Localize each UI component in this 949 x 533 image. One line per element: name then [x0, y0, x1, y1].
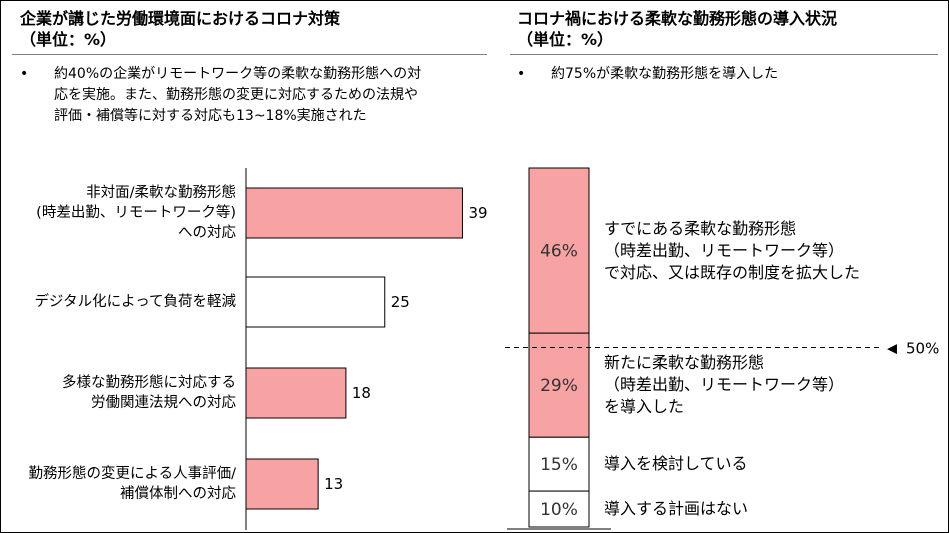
right-title-unit: （単位：%） [517, 30, 614, 49]
left-bar-3 [245, 367, 347, 419]
left-bullet-mark: • [20, 66, 29, 82]
right-title: コロナ禍における柔軟な勤務形態の導入状況 （単位：%） [517, 8, 837, 50]
right-bullet-text: 約75%が柔軟な勤務形態を導入した [551, 66, 779, 82]
left-title-unit: （単位：%） [20, 30, 117, 49]
left-bullet-text: 約40%の企業がリモートワーク等の柔軟な勤務形態への対 応を実施。また、勤務形態… [54, 64, 421, 127]
left-bar-value-3: 18 [352, 384, 371, 402]
left-title-rule [12, 54, 487, 55]
right-segment-description-3: 導入を検討している [604, 453, 748, 475]
left-category-label-4: 勤務形態の変更による人事評価/補償体制への対応 [29, 464, 236, 504]
right-segment-description-4-line-1: 導入する計画はない [604, 499, 749, 519]
right-segment-3 [528, 436, 590, 492]
right-segment-label-4: 10% [540, 500, 578, 520]
left-title: 企業が講じた労働環境面におけるコロナ対策 （単位：%） [20, 8, 340, 50]
right-segment-1 [528, 167, 590, 334]
right-segment-4 [528, 490, 590, 528]
left-category-label-4-line-1: 勤務形態の変更による人事評価/ [28, 466, 236, 482]
left-bar-4 [245, 458, 319, 510]
right-reference-arrow: ◀ [887, 342, 897, 357]
right-bullet: • 約75%が柔軟な勤務形態を導入した [517, 64, 937, 88]
left-bullet-line-1: 約40%の企業がリモートワーク等の柔軟な勤務形態への対 [54, 66, 422, 82]
right-segment-description-2-line-1: 新たに柔軟な勤務形態 [604, 353, 765, 373]
left-category-label-1: 非対面/柔軟な勤務形態 (時差出勤、リモートワーク等) への対応 [36, 183, 236, 243]
left-category-label-3-line-1: 多様な勤務形態に対応する [62, 375, 236, 391]
right-segment-description-1: すでにある柔軟な勤務形態 （時差出勤、リモートワーク等） で対応、又は既存の制度を拡… [604, 218, 860, 284]
left-category-label-1-line-3: への対応 [178, 225, 236, 241]
right-segment-2 [528, 332, 590, 438]
left-category-label-3: 多様な勤務形態に対応する労働関連法規への対応 [62, 373, 236, 413]
left-category-label-2: デジタル化によって負荷を軽減 [34, 292, 236, 312]
right-bullet-mark: • [517, 66, 526, 82]
left-bar-value-1: 39 [468, 204, 487, 222]
right-segment-description-1-line-2: （時差出勤、リモートワーク等） [604, 240, 845, 260]
right-segment-description-4: 導入する計画はない [604, 498, 748, 520]
left-bullet: • 約40%の企業がリモートワーク等の柔軟な勤務形態への対 応を実施。また、勤務… [20, 64, 490, 130]
right-title-line1: コロナ禍における柔軟な勤務形態の導入状況 [517, 9, 838, 28]
right-segment-description-2: 新たに柔軟な勤務形態 （時差出勤、リモートワーク等） を導入した [604, 352, 844, 418]
left-bar-1 [245, 187, 463, 239]
left-category-label-3-line-2: 労働関連法規への対応 [91, 395, 236, 411]
left-bar-2 [245, 276, 386, 328]
left-bullet-line-3: 評価・補償等に対する対応も13~18%実施された [54, 108, 367, 124]
left-bullet-line-2: 応を実施。また、勤務形態の変更に対応するための法規や [54, 87, 418, 103]
left-category-label-1-line-2: (時差出勤、リモートワーク等) [36, 205, 236, 221]
right-segment-description-2-line-3: を導入した [604, 397, 685, 417]
right-segment-label-2: 29% [540, 376, 578, 396]
right-segment-label-3: 15% [540, 455, 578, 475]
left-category-label-4-line-2: 補償体制への対応 [120, 486, 236, 502]
right-segment-description-3-line-1: 導入を検討している [604, 454, 748, 474]
left-bar-value-2: 25 [391, 293, 410, 311]
left-bar-value-4: 13 [324, 475, 343, 493]
right-segment-description-1-line-3: で対応、又は既存の制度を拡大した [604, 262, 861, 282]
right-segment-label-1: 46% [540, 242, 578, 262]
left-title-line1: 企業が講じた労働環境面におけるコロナ対策 [20, 9, 341, 28]
right-segment-description-2-line-2: （時差出勤、リモートワーク等） [604, 375, 845, 395]
left-category-label-2-line-1: デジタル化によって負荷を軽減 [34, 294, 236, 310]
right-title-rule [510, 54, 938, 55]
right-segment-description-1-line-1: すでにある柔軟な勤務形態 [604, 218, 797, 238]
left-category-label-1-line-1: 非対面/柔軟な勤務形態 [86, 185, 236, 201]
right-reference-label: 50% [906, 340, 939, 358]
